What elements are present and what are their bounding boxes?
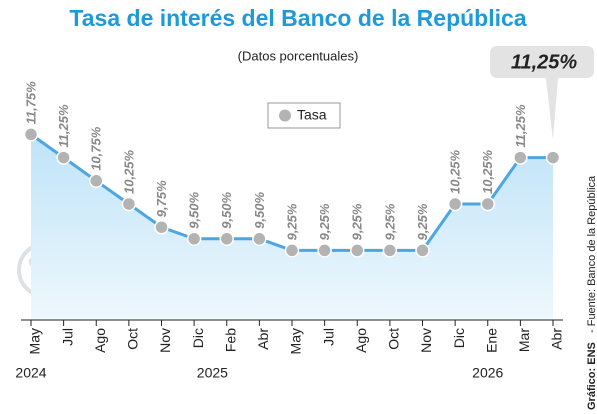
data-label: 9,50% xyxy=(252,191,267,228)
marker xyxy=(284,243,300,258)
marker xyxy=(154,219,169,235)
marker xyxy=(121,196,137,212)
credit: Gráfico: ENS xyxy=(586,342,597,410)
x-tick-label: Feb xyxy=(222,328,238,352)
x-tick-label: Abr xyxy=(549,328,565,350)
chart-subtitle: (Datos porcentuales) xyxy=(238,48,359,63)
data-label: 11,75% xyxy=(23,81,38,125)
year-label: 2025 xyxy=(197,365,228,381)
marker xyxy=(23,127,39,142)
data-label: 9,50% xyxy=(219,191,234,228)
data-label: 11,25% xyxy=(513,104,528,148)
callout xyxy=(488,44,596,150)
year-label: 2024 xyxy=(15,365,46,381)
data-label: 9,25% xyxy=(317,203,332,240)
marker xyxy=(317,243,332,258)
marker xyxy=(219,231,234,247)
x-tick-label: Ago xyxy=(92,328,108,353)
x-tick-label: Oct xyxy=(125,328,141,350)
year-label: 2026 xyxy=(472,365,503,381)
x-tick-label: Oct xyxy=(386,328,402,350)
x-tick-label: Jul xyxy=(59,328,75,346)
x-tick-label: Dic xyxy=(451,328,467,348)
marker xyxy=(56,150,71,165)
source: - Fuente: Banco de la República xyxy=(586,175,597,333)
data-label: 9,25% xyxy=(350,203,365,240)
marker xyxy=(480,196,495,212)
marker xyxy=(447,196,463,212)
x-tick-label: Ago xyxy=(353,328,369,353)
data-label: 10,25% xyxy=(480,149,495,194)
marker xyxy=(252,231,267,247)
chart-title: Tasa de interés del Banco de la Repúblic… xyxy=(69,5,526,31)
x-tick-label: Nov xyxy=(418,328,434,353)
callout-label: 11,25% xyxy=(511,51,578,73)
data-label: 9,25% xyxy=(415,203,430,240)
legend-marker xyxy=(279,109,291,122)
x-tick-label: Jul xyxy=(320,328,336,346)
x-tick-label: Mar xyxy=(516,328,532,352)
marker xyxy=(415,243,430,258)
data-label: 9,50% xyxy=(187,191,202,228)
marker xyxy=(89,173,104,189)
x-tick-label: Abr xyxy=(255,328,271,350)
data-label: 9,25% xyxy=(284,203,299,240)
marker xyxy=(186,231,202,247)
data-label: 9,75% xyxy=(154,180,169,217)
area xyxy=(31,134,553,320)
data-label: 11,25% xyxy=(56,104,71,148)
marker xyxy=(382,243,398,258)
legend-label: Tasa xyxy=(297,107,327,123)
data-label: 10,25% xyxy=(448,149,463,194)
marker xyxy=(545,150,561,165)
x-tick-label: Ene xyxy=(483,328,499,353)
x-tick-label: Nov xyxy=(157,328,173,353)
data-label: 10,25% xyxy=(121,149,136,194)
x-tick-label: May xyxy=(288,328,304,354)
data-label: 10,75% xyxy=(89,126,104,171)
data-label: 9,25% xyxy=(382,203,397,240)
x-tick-label: May xyxy=(27,328,43,354)
x-tick-label: Dic xyxy=(190,328,206,348)
marker xyxy=(350,243,365,258)
marker xyxy=(513,150,528,165)
